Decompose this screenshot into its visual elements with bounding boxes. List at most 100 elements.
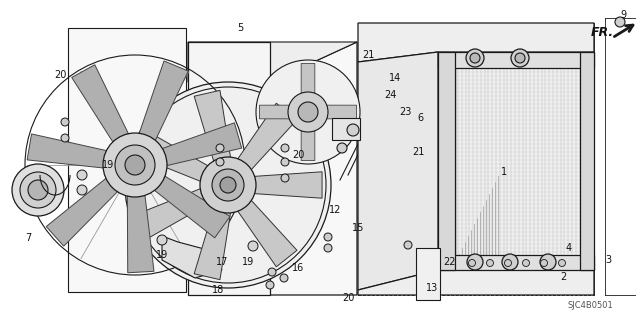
Circle shape: [248, 241, 258, 251]
Polygon shape: [194, 90, 230, 161]
Polygon shape: [238, 103, 297, 170]
Text: 22: 22: [444, 257, 456, 267]
Circle shape: [541, 259, 547, 266]
Circle shape: [281, 174, 289, 182]
Text: 20: 20: [342, 293, 354, 303]
Text: 1: 1: [501, 167, 507, 177]
Text: 19: 19: [242, 257, 254, 267]
Circle shape: [200, 157, 256, 213]
Text: 13: 13: [426, 283, 438, 293]
Circle shape: [77, 170, 87, 180]
Circle shape: [125, 82, 331, 288]
Circle shape: [522, 259, 529, 266]
Polygon shape: [255, 172, 322, 198]
Circle shape: [268, 268, 276, 276]
Polygon shape: [438, 255, 594, 270]
Circle shape: [28, 180, 48, 200]
Circle shape: [467, 254, 483, 270]
Text: 19: 19: [156, 250, 168, 260]
Polygon shape: [270, 42, 357, 295]
Circle shape: [324, 244, 332, 252]
Circle shape: [61, 118, 69, 126]
Circle shape: [559, 259, 566, 266]
Text: 9: 9: [620, 10, 626, 20]
Circle shape: [125, 155, 145, 175]
Text: 24: 24: [384, 90, 396, 100]
Bar: [416, 248, 440, 300]
Text: 6: 6: [417, 113, 423, 123]
Text: 18: 18: [212, 285, 224, 295]
Polygon shape: [358, 270, 594, 295]
Circle shape: [511, 49, 529, 67]
Polygon shape: [154, 176, 230, 238]
Polygon shape: [438, 52, 594, 68]
Polygon shape: [358, 52, 438, 290]
Text: FR.: FR.: [591, 26, 614, 39]
Circle shape: [466, 49, 484, 67]
Text: 20: 20: [54, 70, 66, 80]
Circle shape: [216, 158, 224, 166]
Polygon shape: [438, 52, 455, 270]
Circle shape: [470, 53, 480, 63]
Text: 14: 14: [389, 73, 401, 83]
Circle shape: [61, 134, 69, 142]
Polygon shape: [301, 131, 315, 160]
Circle shape: [288, 92, 328, 132]
Text: 19: 19: [102, 160, 114, 170]
Circle shape: [504, 259, 511, 266]
Text: SJC4B0501: SJC4B0501: [567, 300, 613, 309]
Circle shape: [468, 259, 476, 266]
Text: 3: 3: [605, 255, 611, 265]
Polygon shape: [580, 52, 594, 270]
Polygon shape: [72, 65, 129, 142]
Polygon shape: [259, 105, 289, 119]
Circle shape: [298, 102, 318, 122]
Polygon shape: [455, 58, 590, 262]
Circle shape: [324, 233, 332, 241]
Polygon shape: [27, 134, 106, 168]
Text: 15: 15: [352, 223, 364, 233]
Circle shape: [212, 169, 244, 201]
Circle shape: [486, 259, 493, 266]
Polygon shape: [46, 178, 117, 246]
Circle shape: [281, 158, 289, 166]
Text: 5: 5: [237, 23, 243, 33]
Polygon shape: [138, 132, 208, 181]
Circle shape: [216, 144, 224, 152]
Circle shape: [220, 177, 236, 193]
Bar: [332, 118, 360, 140]
Text: 23: 23: [399, 107, 411, 117]
Circle shape: [280, 274, 288, 282]
Polygon shape: [358, 23, 594, 62]
Polygon shape: [163, 123, 242, 166]
Circle shape: [615, 17, 625, 27]
Circle shape: [256, 60, 360, 164]
Polygon shape: [301, 63, 315, 93]
Circle shape: [281, 144, 289, 152]
Circle shape: [103, 133, 167, 197]
Polygon shape: [238, 200, 297, 267]
Text: 21: 21: [412, 147, 424, 157]
Circle shape: [502, 254, 518, 270]
Circle shape: [157, 235, 167, 245]
Text: 2: 2: [560, 272, 566, 282]
Bar: [68, 28, 186, 292]
Circle shape: [337, 143, 347, 153]
Polygon shape: [188, 42, 357, 82]
Circle shape: [12, 164, 64, 216]
Circle shape: [515, 53, 525, 63]
Polygon shape: [140, 61, 188, 140]
Circle shape: [77, 185, 87, 195]
Circle shape: [404, 241, 412, 249]
Circle shape: [266, 281, 274, 289]
Text: 4: 4: [566, 243, 572, 253]
Circle shape: [540, 254, 556, 270]
Polygon shape: [327, 105, 356, 119]
Text: 7: 7: [25, 233, 31, 243]
Text: 17: 17: [216, 257, 228, 267]
Text: 21: 21: [362, 50, 374, 60]
Text: 20: 20: [292, 150, 304, 160]
Polygon shape: [127, 196, 154, 273]
Bar: [188, 42, 270, 295]
Circle shape: [115, 145, 155, 185]
